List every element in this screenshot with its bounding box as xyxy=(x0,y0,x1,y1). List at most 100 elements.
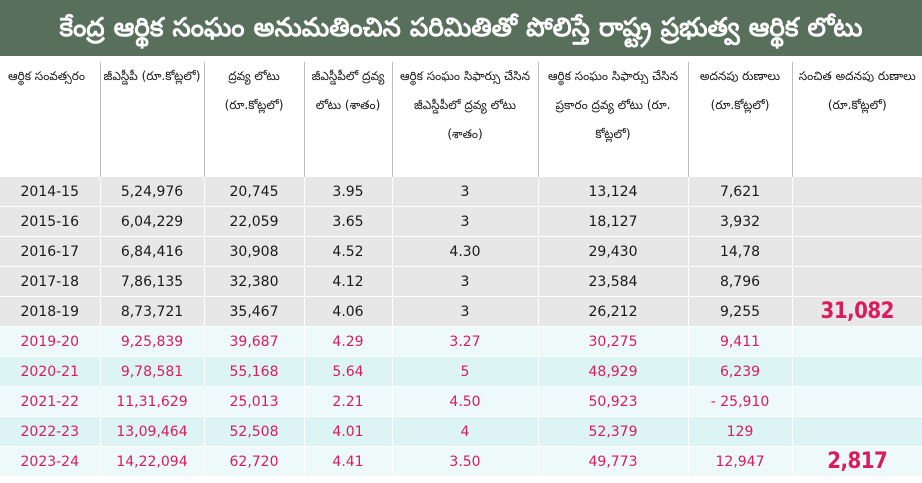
cell-extra-borrowing: 3,932 xyxy=(687,206,792,237)
cell-deficit-pct: 4.52 xyxy=(303,236,392,267)
cell-fc-pct: 4.50 xyxy=(391,386,538,417)
cell-fc-pct: 3 xyxy=(391,176,538,207)
col-header-year: ఆర్థిక సంవత్సరం xyxy=(8,69,85,83)
cell-cumulative xyxy=(791,326,922,357)
table-row: 2014-15 5,24,976 20,745 3.95 3 13,124 7,… xyxy=(0,176,922,207)
cell-gsdp: 13,09,464 xyxy=(99,416,204,447)
col-header-extra-borrowing: అదనపు రుణాలు (రూ.కోట్లలో) xyxy=(687,62,792,177)
cell-extra-borrowing: 9,411 xyxy=(687,326,792,357)
cell-year: 2015-16 xyxy=(0,206,100,237)
cell-deficit: 55,168 xyxy=(203,356,304,387)
col-header-fc-pct: ఆర్థిక సంఘం సిఫార్సు చేసిన జీఎస్డీపీలో ద… xyxy=(391,62,538,177)
cell-deficit-pct: 2.21 xyxy=(303,386,392,417)
cell-fc-pct: 3.50 xyxy=(391,446,538,476)
cell-deficit: 62,720 xyxy=(203,446,304,476)
cell-deficit-pct: 3.65 xyxy=(303,206,392,237)
cell-fc-deficit: 23,584 xyxy=(537,266,688,297)
cell-year: 2016-17 xyxy=(0,236,100,267)
cell-fc-pct: 3 xyxy=(391,296,538,327)
cell-gsdp: 8,73,721 xyxy=(99,296,204,327)
col-header-deficit: ద్రవ్య లోటు (రూ.కోట్లలో) xyxy=(203,62,304,177)
cell-fc-pct: 3 xyxy=(391,266,538,297)
cell-year: 2020-21 xyxy=(0,356,100,387)
cell-fc-pct: 4.30 xyxy=(391,236,538,267)
cell-deficit-pct: 4.06 xyxy=(303,296,392,327)
col-header-gsdp: జీఎస్డీపీ (రూ.కోట్లలో) xyxy=(99,62,204,177)
cell-fc-deficit: 52,379 xyxy=(537,416,688,447)
cell-fc-deficit: 13,124 xyxy=(537,176,688,207)
cell-cumulative xyxy=(791,236,922,267)
cumulative-value: 31,082 xyxy=(820,299,895,324)
cell-gsdp: 9,78,581 xyxy=(99,356,204,387)
cell-cumulative xyxy=(791,176,922,207)
cell-year: 2022-23 xyxy=(0,416,100,447)
table-row: 2021-22 11,31,629 25,013 2.21 4.50 50,92… xyxy=(0,386,922,417)
cumulative-value: 2,817 xyxy=(827,449,888,474)
cell-fc-deficit: 50,923 xyxy=(537,386,688,417)
cell-deficit: 32,380 xyxy=(203,266,304,297)
cell-fc-deficit: 49,773 xyxy=(537,446,688,476)
table-title: కేంద్ర ఆర్థిక సంఘం అనుమతించిన పరిమితితో … xyxy=(0,0,922,56)
cell-year: 2018-19 xyxy=(0,296,100,327)
cell-deficit-pct: 4.29 xyxy=(303,326,392,357)
table-row: 2015-16 6,04,229 22,059 3.65 3 18,127 3,… xyxy=(0,206,922,237)
cell-cumulative xyxy=(791,206,922,237)
cell-fc-pct: 5 xyxy=(391,356,538,387)
cell-deficit: 52,508 xyxy=(203,416,304,447)
cell-extra-borrowing: 9,255 xyxy=(687,296,792,327)
cell-year: 2014-15 xyxy=(0,176,100,207)
cell-extra-borrowing: 129 xyxy=(687,416,792,447)
table-row: 2023-24 14,22,094 62,720 4.41 3.50 49,77… xyxy=(0,446,922,476)
fiscal-deficit-table: ఆర్థిక సంవత్సరం జీఎస్డీపీ (రూ.కోట్లలో) ద… xyxy=(0,62,922,476)
cell-cumulative xyxy=(791,416,922,447)
table-row: 2018-19 8,73,721 35,467 4.06 3 26,212 9,… xyxy=(0,296,922,327)
header-row: ఆర్థిక సంవత్సరం జీఎస్డీపీ (రూ.కోట్లలో) ద… xyxy=(0,62,922,177)
cell-deficit-pct: 4.01 xyxy=(303,416,392,447)
cell-extra-borrowing: 6,239 xyxy=(687,356,792,387)
cell-cumulative xyxy=(791,386,922,417)
cell-fc-deficit: 26,212 xyxy=(537,296,688,327)
cell-deficit-pct: 3.95 xyxy=(303,176,392,207)
cell-extra-borrowing: 14,78 xyxy=(687,236,792,267)
cell-fc-deficit: 48,929 xyxy=(537,356,688,387)
cell-fc-deficit: 30,275 xyxy=(537,326,688,357)
cell-gsdp: 7,86,135 xyxy=(99,266,204,297)
cell-deficit: 20,745 xyxy=(203,176,304,207)
cell-deficit-pct: 5.64 xyxy=(303,356,392,387)
cell-gsdp: 9,25,839 xyxy=(99,326,204,357)
table-row: 2019-20 9,25,839 39,687 4.29 3.27 30,275… xyxy=(0,326,922,357)
col-header-fc-deficit: ఆర్థిక సంఘం సిఫార్సు చేసిన ప్రకారం ద్రవ్… xyxy=(537,62,688,177)
cell-cumulative xyxy=(791,266,922,297)
cell-deficit: 30,908 xyxy=(203,236,304,267)
table-row: 2016-17 6,84,416 30,908 4.52 4.30 29,430… xyxy=(0,236,922,267)
cell-gsdp: 5,24,976 xyxy=(99,176,204,207)
cell-extra-borrowing: 12,947 xyxy=(687,446,792,476)
table-row: 2017-18 7,86,135 32,380 4.12 3 23,584 8,… xyxy=(0,266,922,297)
cell-year: 2019-20 xyxy=(0,326,100,357)
cell-gsdp: 6,04,229 xyxy=(99,206,204,237)
cell-extra-borrowing: 7,621 xyxy=(687,176,792,207)
cell-fc-deficit: 18,127 xyxy=(537,206,688,237)
col-header-cumulative: సంచిత అదనపు రుణాలు (రూ.కోట్లలో) xyxy=(791,62,922,177)
cell-deficit: 35,467 xyxy=(203,296,304,327)
table-row: 2020-21 9,78,581 55,168 5.64 5 48,929 6,… xyxy=(0,356,922,387)
cell-deficit: 39,687 xyxy=(203,326,304,357)
cell-deficit-pct: 4.12 xyxy=(303,266,392,297)
table-row: 2022-23 13,09,464 52,508 4.01 4 52,379 1… xyxy=(0,416,922,447)
cell-cumulative: 2,817 xyxy=(791,446,922,476)
cell-fc-pct: 3.27 xyxy=(391,326,538,357)
cell-gsdp: 6,84,416 xyxy=(99,236,204,267)
col-header-deficit-pct: జీఎస్డీపీలో ద్రవ్య లోటు (శాతం) xyxy=(303,62,392,177)
cell-fc-pct: 4 xyxy=(391,416,538,447)
cell-fc-deficit: 29,430 xyxy=(537,236,688,267)
cell-fc-pct: 3 xyxy=(391,206,538,237)
cell-year: 2017-18 xyxy=(0,266,100,297)
cell-deficit: 22,059 xyxy=(203,206,304,237)
cell-year: 2021-22 xyxy=(0,386,100,417)
cell-extra-borrowing: 8,796 xyxy=(687,266,792,297)
cell-gsdp: 14,22,094 xyxy=(99,446,204,476)
cell-deficit: 25,013 xyxy=(203,386,304,417)
cell-deficit-pct: 4.41 xyxy=(303,446,392,476)
cell-cumulative xyxy=(791,356,922,387)
cell-extra-borrowing: - 25,910 xyxy=(687,386,792,417)
